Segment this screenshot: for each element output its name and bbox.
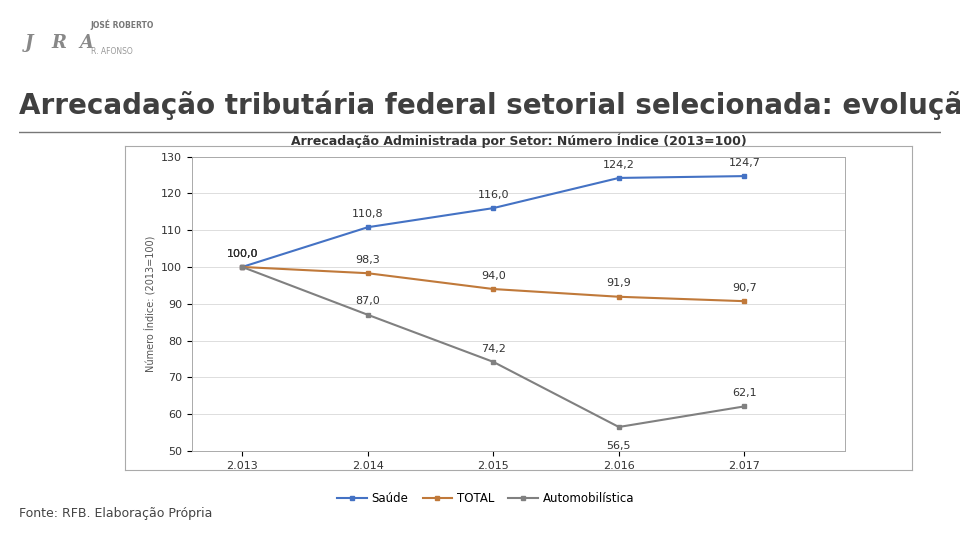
Text: 116,0: 116,0 (477, 190, 509, 200)
Text: 91,9: 91,9 (607, 279, 632, 288)
Text: 100,0: 100,0 (227, 248, 258, 259)
Text: R: R (52, 33, 66, 52)
Text: 124,7: 124,7 (729, 158, 760, 168)
Text: 74,2: 74,2 (481, 343, 506, 354)
Text: 87,0: 87,0 (355, 296, 380, 307)
Text: A: A (79, 33, 93, 52)
Text: 62,1: 62,1 (732, 388, 756, 398)
Y-axis label: Número Índice: (2013=100): Número Índice: (2013=100) (144, 235, 156, 372)
Text: 98,3: 98,3 (355, 255, 380, 265)
Text: JOSÉ ROBERTO: JOSÉ ROBERTO (90, 20, 154, 30)
Text: 56,5: 56,5 (607, 441, 631, 451)
Text: Arrecadação tributária federal setorial selecionada: evolução: Arrecadação tributária federal setorial … (19, 90, 960, 120)
Text: 90,7: 90,7 (732, 283, 756, 293)
Text: 94,0: 94,0 (481, 271, 506, 281)
Text: J: J (25, 33, 34, 52)
Text: 100,0: 100,0 (227, 248, 258, 259)
Text: Fonte: RFB. Elaboração Própria: Fonte: RFB. Elaboração Própria (19, 507, 212, 519)
Text: R. AFONSO: R. AFONSO (90, 46, 132, 56)
Text: 124,2: 124,2 (603, 160, 635, 170)
Text: 110,8: 110,8 (352, 209, 384, 219)
Legend: Saúde, TOTAL, Automobilística: Saúde, TOTAL, Automobilística (333, 487, 638, 510)
Text: 100,0: 100,0 (227, 248, 258, 259)
Title: Arrecadação Administrada por Setor: Número Índice (2013=100): Arrecadação Administrada por Setor: Núme… (291, 134, 746, 148)
